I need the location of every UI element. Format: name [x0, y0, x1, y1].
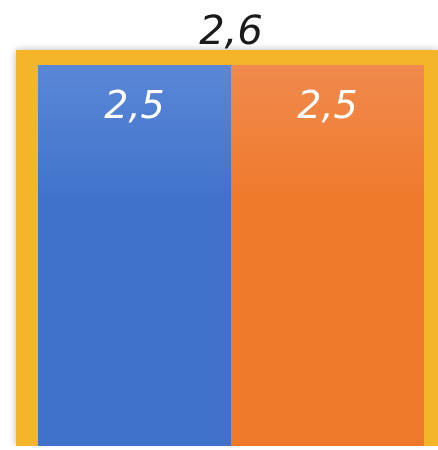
bar-2 — [231, 65, 424, 446]
bar-2-value-label: 2,5 — [297, 83, 357, 127]
bar-1-value-label: 2,5 — [104, 83, 164, 127]
bar-1 — [38, 65, 231, 446]
outer-bar-value-label: 2,6 — [199, 8, 263, 54]
inner-bars: 2,5 2,5 — [38, 65, 424, 446]
